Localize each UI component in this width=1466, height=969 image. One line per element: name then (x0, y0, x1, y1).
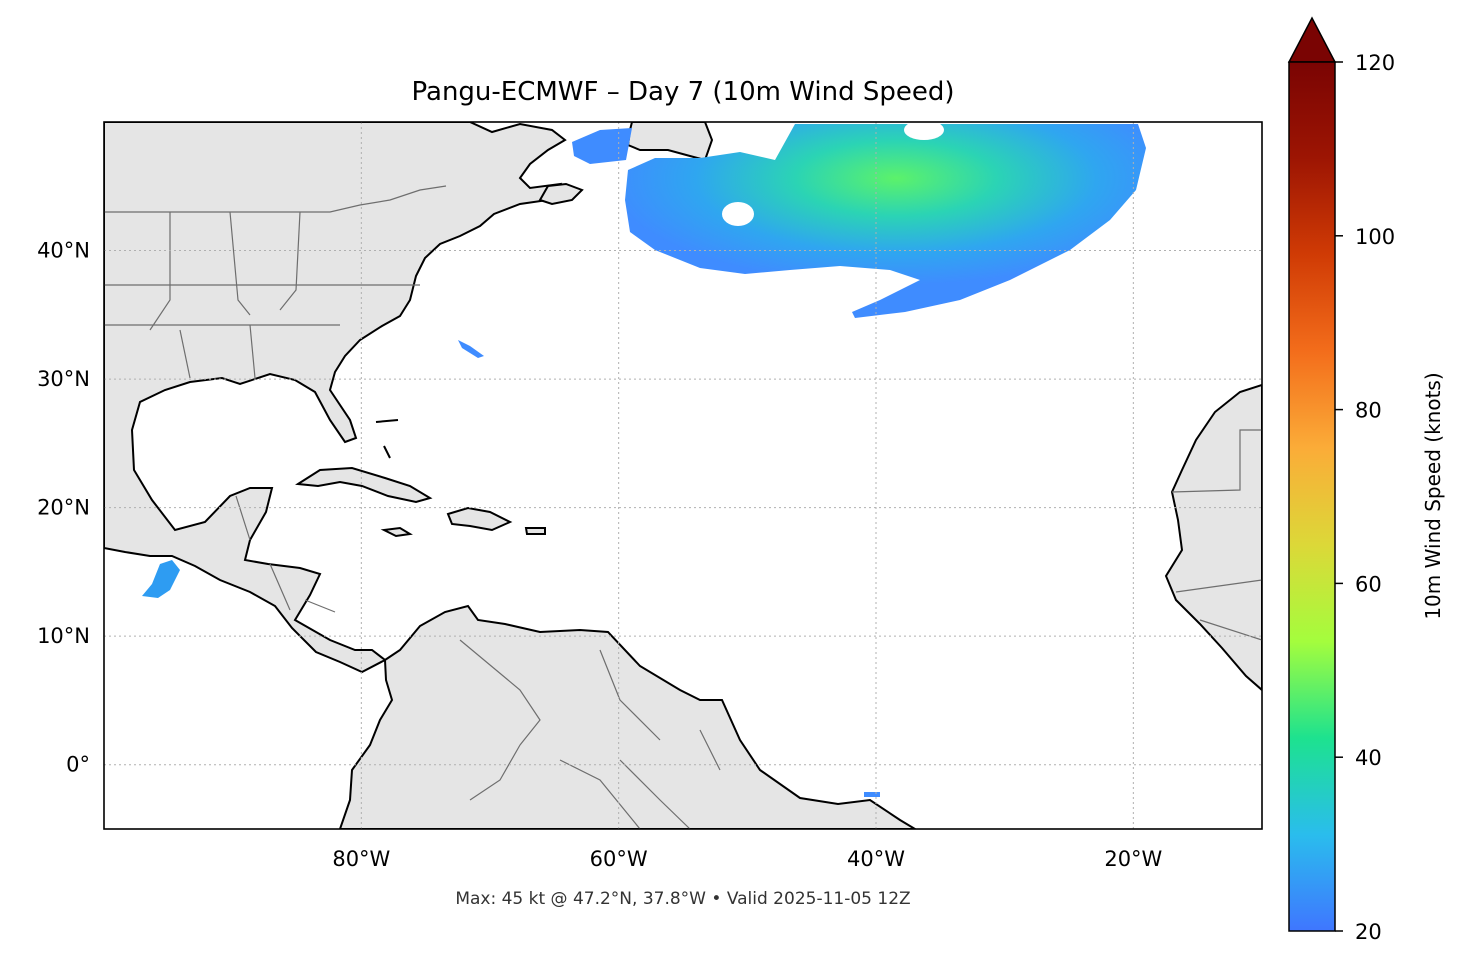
lat-tick-label: 10°N (37, 624, 90, 648)
map-title: Pangu-ECMWF – Day 7 (10m Wind Speed) (412, 77, 955, 107)
lat-tick-label: 0° (66, 753, 90, 777)
land-newfoundland (538, 182, 584, 206)
lon-tick-label: 20°W (1104, 847, 1162, 871)
max-wind-footer: Max: 45 kt @ 47.2°N, 37.8°W • Valid 2025… (455, 889, 910, 909)
land-bahamas (375, 419, 399, 459)
longitude-tick-labels: 80°W 60°W 40°W 20°W (332, 847, 1162, 871)
lon-tick-label: 80°W (332, 847, 390, 871)
colorbar-tick-label: 100 (1355, 225, 1395, 249)
latitude-tick-labels: 40°N 30°N 20°N 10°N 0° (37, 239, 90, 777)
land-jamaica (380, 526, 413, 538)
lon-tick-label: 40°W (847, 847, 905, 871)
political-borders (104, 185, 1262, 829)
land-cuba (295, 466, 433, 504)
colorbar-tick-label: 60 (1355, 572, 1382, 596)
eastern-pacific-wind-patch (142, 560, 180, 598)
map-panel (103, 121, 1263, 830)
lat-tick-label: 30°N (37, 367, 90, 391)
land-puerto-rico (524, 527, 546, 535)
colorbar-tick-label: 80 (1355, 399, 1382, 423)
colorbar-extend-arrow (1287, 16, 1337, 63)
colorbar-tick-label: 40 (1355, 746, 1382, 770)
wind-speed-field (142, 122, 1146, 797)
land-hispaniola (446, 506, 513, 532)
wind-swath-notch (904, 122, 944, 140)
equatorial-wind-speck (864, 792, 880, 797)
land-south-america (338, 604, 917, 829)
bermuda-wind-speck (458, 340, 484, 358)
map-frame (103, 121, 1263, 830)
lat-tick-label: 40°N (37, 239, 90, 263)
gulf-of-st-lawrence-wind-patch (572, 128, 632, 164)
colorbar-tick-label: 20 (1355, 920, 1382, 944)
colorbar-tick-label: 120 (1355, 51, 1395, 75)
colorbar-label: 10m Wind Speed (knots) (1421, 372, 1445, 619)
wind-swath-hole (722, 202, 754, 226)
colorbar-gradient (1288, 61, 1336, 932)
lon-tick-label: 60°W (590, 847, 648, 871)
graticule (104, 122, 1262, 829)
north-atlantic-wind-swath (625, 124, 1146, 318)
colorbar-ticks: 20 40 60 80 100 120 (1335, 51, 1395, 944)
land-north-america (104, 122, 567, 674)
land-africa (1164, 383, 1262, 692)
lat-tick-label: 20°N (37, 496, 90, 520)
colorbar: 20 40 60 80 100 120 10m Wind Speed (knots) (1287, 16, 1445, 944)
